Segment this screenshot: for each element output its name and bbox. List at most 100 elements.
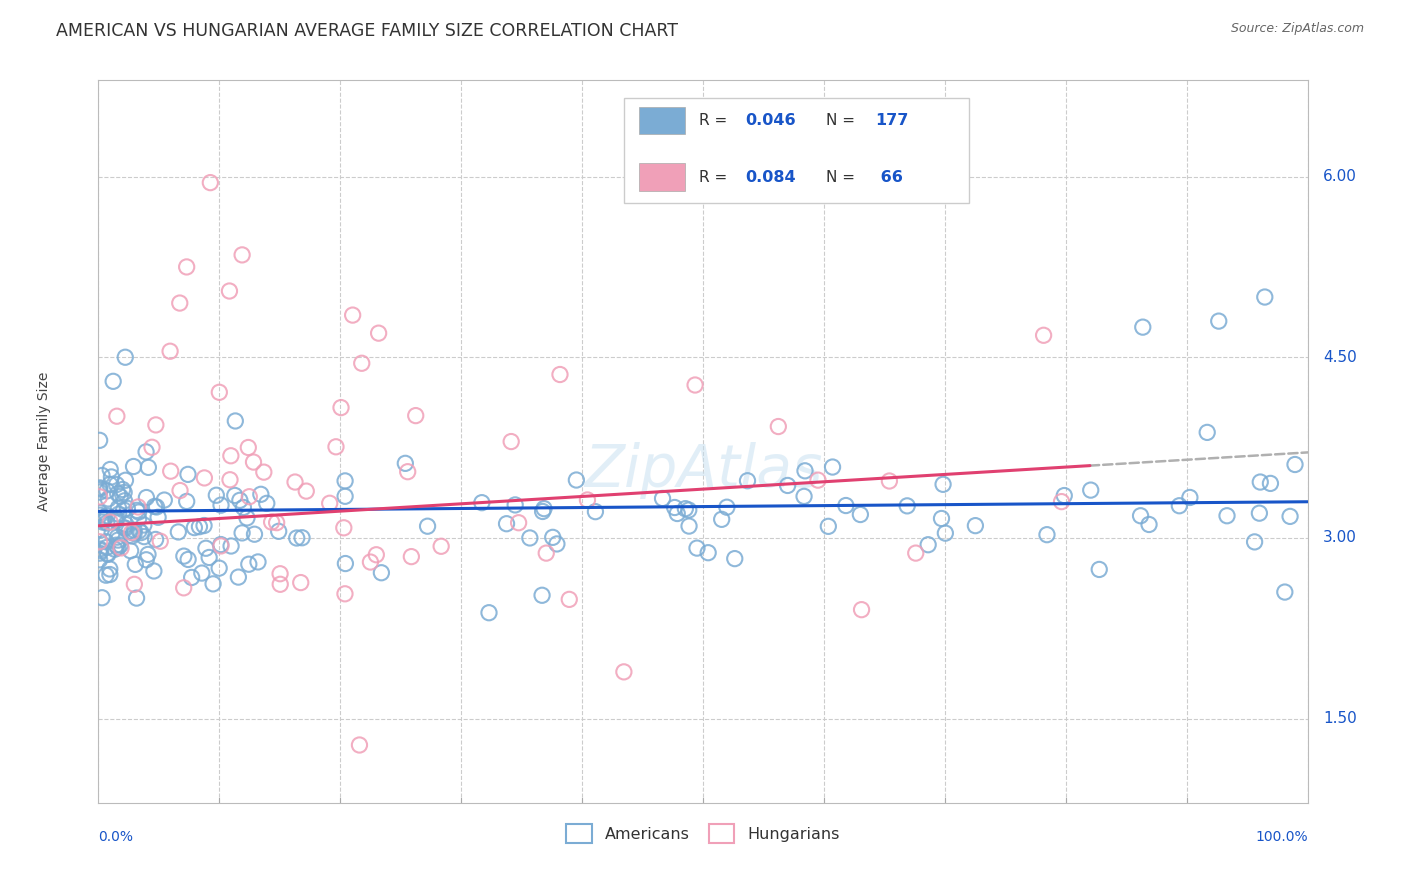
Point (122, 526, 145, 541)
Point (370, 566, 392, 580)
Point (335, 557, 357, 571)
Point (122, 523, 145, 537)
Point (333, 474, 356, 488)
Point (132, 518, 155, 533)
Point (96, 516, 118, 530)
Point (349, 738, 371, 752)
Point (285, 531, 308, 545)
Point (1050, 494, 1073, 508)
Point (396, 465, 419, 479)
Point (169, 483, 191, 498)
Point (97, 491, 120, 506)
Point (678, 519, 700, 533)
Point (416, 519, 439, 533)
Point (93, 513, 115, 527)
Point (177, 467, 200, 482)
Point (904, 546, 927, 560)
Point (209, 498, 232, 512)
Point (208, 385, 231, 400)
Point (1274, 585, 1296, 599)
Point (128, 505, 150, 519)
Point (143, 500, 166, 514)
Point (169, 296, 191, 310)
Point (114, 350, 136, 364)
Point (1053, 489, 1076, 503)
Point (1279, 509, 1302, 524)
Point (224, 414, 246, 428)
Point (142, 564, 165, 578)
Point (536, 546, 558, 560)
Point (503, 498, 526, 512)
Point (1129, 508, 1152, 523)
Point (724, 551, 747, 566)
Point (188, 519, 211, 533)
Point (208, 561, 231, 575)
Point (121, 529, 143, 543)
Point (367, 326, 389, 341)
Point (673, 501, 696, 516)
Point (135, 553, 157, 567)
Point (132, 530, 155, 544)
Point (776, 478, 799, 492)
Point (114, 473, 136, 487)
Point (1036, 527, 1059, 541)
Point (180, 570, 202, 584)
Point (98, 562, 121, 576)
Point (93, 510, 115, 524)
Point (110, 541, 132, 555)
Point (678, 503, 700, 517)
Point (219, 449, 242, 463)
Point (90, 543, 112, 558)
Point (176, 494, 198, 508)
Point (1254, 290, 1277, 304)
Point (548, 368, 571, 382)
Point (96, 508, 118, 523)
Text: R =: R = (699, 169, 733, 185)
Point (127, 500, 149, 514)
Point (350, 356, 373, 370)
Text: 0.084: 0.084 (745, 169, 796, 185)
Point (243, 527, 266, 541)
Point (1249, 475, 1271, 489)
Point (965, 518, 987, 533)
Point (697, 546, 720, 560)
Point (565, 473, 588, 487)
Point (135, 445, 157, 459)
Point (89, 506, 111, 520)
Point (125, 503, 148, 517)
Point (96, 547, 118, 561)
Point (931, 511, 953, 525)
Point (651, 491, 673, 506)
Point (107, 541, 129, 555)
Point (98, 567, 121, 582)
Point (583, 505, 606, 519)
Point (125, 591, 148, 605)
Text: 3.00: 3.00 (1323, 531, 1357, 545)
Point (149, 534, 172, 549)
Point (1132, 320, 1154, 334)
Point (1168, 499, 1191, 513)
Point (401, 549, 423, 564)
Text: AMERICAN VS HUNGARIAN AVERAGE FAMILY SIZE CORRELATION CHART: AMERICAN VS HUNGARIAN AVERAGE FAMILY SIZ… (56, 22, 678, 40)
Point (153, 493, 176, 508)
Point (202, 577, 225, 591)
Point (194, 541, 217, 556)
Point (112, 485, 135, 500)
Point (430, 539, 453, 553)
Point (89, 546, 111, 560)
Point (191, 566, 214, 580)
Point (91, 468, 114, 483)
Point (333, 489, 356, 503)
Point (1243, 534, 1265, 549)
Point (104, 542, 127, 557)
Point (260, 515, 283, 529)
Point (136, 548, 159, 562)
Point (89, 485, 111, 500)
Point (120, 525, 142, 540)
Point (205, 488, 228, 502)
Point (135, 491, 157, 505)
Point (114, 521, 136, 535)
Point (114, 493, 136, 508)
Point (1088, 562, 1111, 576)
Point (104, 512, 127, 526)
